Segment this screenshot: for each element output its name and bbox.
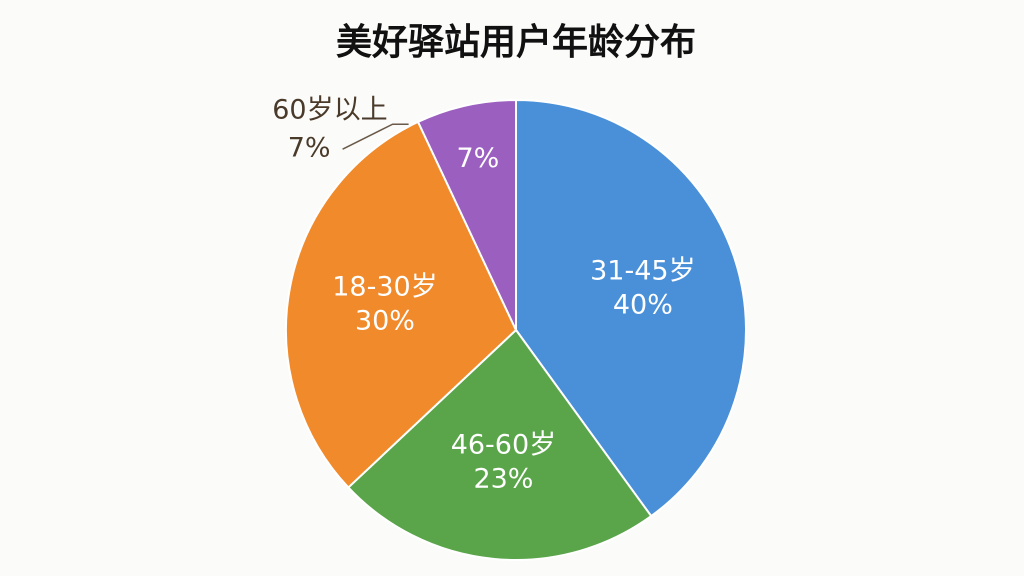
slice-category-label: 31-45岁 xyxy=(590,255,695,286)
leader-line xyxy=(342,123,409,150)
outside-value-label: 7% xyxy=(288,133,331,164)
slice-value-label: 40% xyxy=(613,289,673,320)
slice-category-label: 18-30岁 xyxy=(332,272,437,303)
pie-slice xyxy=(346,328,653,561)
pie-slice xyxy=(416,98,517,331)
chart-title: 美好驿站用户年龄分布 xyxy=(336,22,696,63)
slice-category-label: 46-60岁 xyxy=(451,429,556,460)
slice-value-label: 7% xyxy=(456,143,499,174)
slice-value-label: 23% xyxy=(473,463,533,494)
pie-slice xyxy=(285,120,518,489)
outside-category-label: 60岁以上 xyxy=(272,95,387,126)
pie-slice xyxy=(515,98,747,518)
slice-value-label: 30% xyxy=(355,306,415,337)
